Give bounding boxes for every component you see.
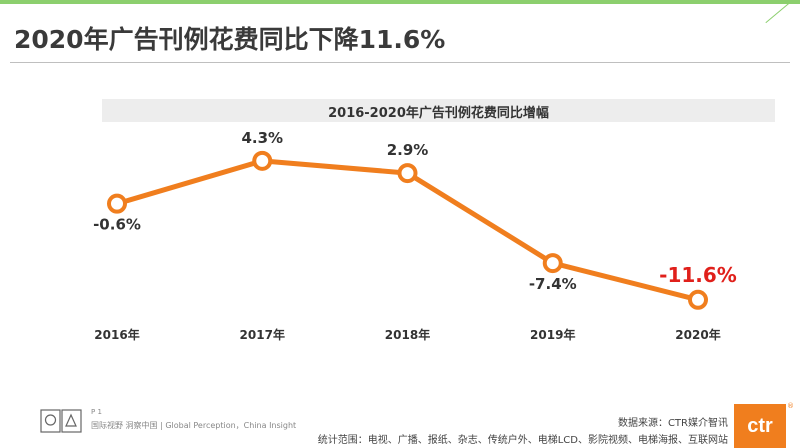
footer-tagline: 国际视野 洞察中国 | Global Perception，China Insi… [91, 421, 297, 430]
data-point-2019 [542, 253, 563, 274]
data-label: 2.9% [387, 141, 429, 159]
ctr-logo: ctr [734, 404, 786, 448]
data-point-2016 [107, 193, 127, 214]
data-label: -11.6% [659, 263, 737, 287]
data-point-2017 [252, 150, 273, 171]
certification-logo [40, 409, 82, 433]
x-tick-label: 2017年 [240, 327, 285, 342]
data-source: 数据来源：CTR媒介智讯 [617, 418, 728, 429]
x-tick-label: 2020年 [675, 327, 720, 342]
top-accent-bar [0, 0, 800, 4]
data-point-2020 [688, 289, 708, 310]
data-label: -7.4% [529, 275, 577, 293]
x-tick-label: 2018年 [385, 327, 430, 342]
data-point-2018 [397, 163, 418, 184]
x-tick-label: 2019年 [530, 327, 575, 342]
data-label: -0.6% [93, 216, 141, 234]
page-title: 2020年广告刊例花费同比下降11.6% [14, 25, 446, 54]
x-tick-label: 2016年 [94, 327, 139, 342]
registered-mark: ® [787, 402, 794, 410]
chart-title: 2016-2020年广告刊例花费同比增幅 [328, 106, 549, 121]
chart-title-band: 2016-2020年广告刊例花费同比增幅 [102, 99, 775, 122]
data-scope: 统计范围：电视、广播、报纸、杂志、传统户外、电梯LCD、影院视频、电梯海报、互联… [317, 435, 728, 446]
page-number: P 1 [91, 408, 102, 416]
data-label: 4.3% [241, 129, 283, 147]
title-divider [10, 62, 790, 63]
